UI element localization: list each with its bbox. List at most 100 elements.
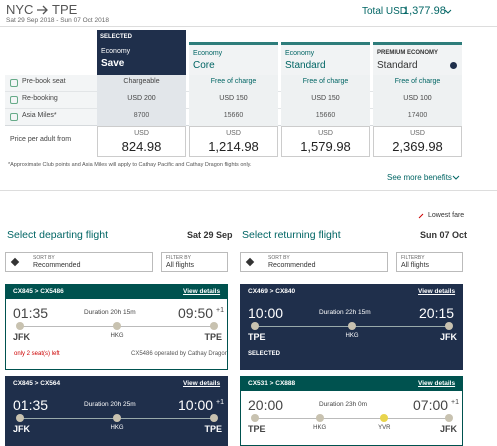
duration: Duration 20h 25m [84,401,136,408]
chevron[interactable] [452,175,460,181]
chevron[interactable] [444,9,452,15]
fare-tile[interactable]: Economy Standard [281,42,370,75]
sort-icon [245,257,255,267]
duration: Duration 22h 15m [319,309,371,316]
price: 1,214.98 [208,139,259,154]
duration: Duration 20h 15m [84,309,136,316]
row-icon [10,96,18,104]
airport-code: JFK [439,332,457,342]
fare-name: Core [193,60,215,71]
filter-box[interactable]: FILTERBY All flights [396,252,463,272]
currency: USD [318,130,333,137]
depart-time: 01:35 [13,397,49,413]
stop-code: HKG [313,425,327,431]
fare-tile[interactable]: SELECTED Economy Save [97,30,186,75]
view-details[interactable]: View details [418,288,456,295]
section-title: Select departing flight [7,229,108,241]
day-offset: +1 [216,307,224,314]
row-icon [10,113,18,121]
travel-dates: Sat 29 Sep 2018 - Sun 07 Oct 2018 [6,17,109,24]
view-details[interactable]: View details [418,380,456,387]
sort-icon [10,257,20,267]
row-label: Pre-book seat [22,78,66,85]
price: 824.98 [121,139,162,154]
stop-dot [251,322,259,330]
arrive-time: 09:50 [178,305,214,321]
info-icon [450,62,457,69]
card-header [241,377,462,391]
view-details[interactable]: View details [183,380,221,387]
airport-code: JFK [439,424,457,434]
stop-dot [251,414,259,422]
plane-icon [37,5,48,15]
flight-card[interactable]: CX845 > CX564 View details 01:35 Duration 2… [5,376,228,446]
flight-card[interactable]: CX531 > CX888 View details 20:00 Duration 2… [240,376,463,446]
flight-numbers: CX845 > CX564 [13,380,61,387]
stop-code: HKG [110,333,124,339]
sort-box[interactable]: SORT BY Recommended [240,252,388,272]
fare-name: Standard [285,60,326,71]
fare-tile[interactable]: PREMIUM ECONOMY Standard [373,42,462,75]
price-box[interactable]: USD 1,579.98 [281,126,370,157]
card-header [241,285,462,299]
duration: Duration 23h 0m [319,401,368,408]
view-details[interactable]: View details [183,288,221,295]
filter-label: FILTER BY [166,255,191,261]
arrive-time: 20:15 [419,305,455,321]
sort-box[interactable]: SORT BY Recommended [5,252,153,272]
stop-dot [380,414,389,422]
stop-code: HKG [110,425,124,431]
footnote: *Approximate Club points and Asia Miles … [8,162,252,168]
rebooking: USD 100 [403,95,432,102]
price: 2,369.98 [392,139,443,154]
row-label: Price per adult from [10,136,72,143]
fare-body: Free of charge USD 150 15660 [189,75,278,126]
card-header [6,377,227,391]
fare-tile[interactable]: Economy Core [189,42,278,75]
stop-code: HKG [345,333,359,339]
rebooking: USD 200 [127,95,156,102]
sort-label: SORT BY [33,255,55,261]
rebooking: USD 150 [311,95,340,102]
stop-dot [113,414,121,422]
selected-badge: SELECTED [100,34,133,40]
stop-dot [445,322,453,330]
flight-card[interactable]: CX469 > CX840 View details 10:00 Duration 2… [240,284,463,370]
row-label: Asia Miles* [22,112,57,119]
benefits-link[interactable]: See more benefits [387,173,452,182]
airport-code: TPE [248,332,266,342]
fare-name: Standard [377,60,418,71]
miles: 15660 [223,112,244,119]
card-header [6,285,227,299]
depart-time: 20:00 [248,397,284,413]
filter-box[interactable]: FILTER BY All flights [161,252,228,272]
filter-value: All flights [401,262,430,269]
cabin: PREMIUM ECONOMY [377,50,439,56]
price: 1,579.98 [300,139,351,154]
fare-body: Free of charge USD 100 17400 [373,75,462,126]
stop-dot [445,414,453,422]
seat: Free of charge [210,78,257,85]
stop-dot [348,322,356,330]
flight-card[interactable]: CX845 > CX5486 View details 01:35 Duration … [5,284,228,370]
rebooking: USD 150 [219,95,248,102]
price-box[interactable]: USD 2,369.98 [373,126,462,157]
stop-dot [16,414,24,422]
section-title: Select returning flight [242,229,341,241]
total-label[interactable]: Total USD [362,6,408,17]
airport-code: JFK [13,332,31,342]
section-date: Sat 29 Sep [187,230,233,240]
lowest-fare-icon [418,213,424,219]
airport-code: TPE [204,332,222,342]
miles: 15660 [315,112,336,119]
label-column [5,75,97,126]
status: SELECTED [248,351,281,357]
total-price[interactable]: 1,377.98 [403,5,446,17]
depart-time: 01:35 [13,305,49,321]
price-box[interactable]: USD 824.98 [97,126,186,157]
currency: USD [226,130,241,137]
stop-dot [210,414,218,422]
price-box[interactable]: USD 1,214.98 [189,126,278,157]
